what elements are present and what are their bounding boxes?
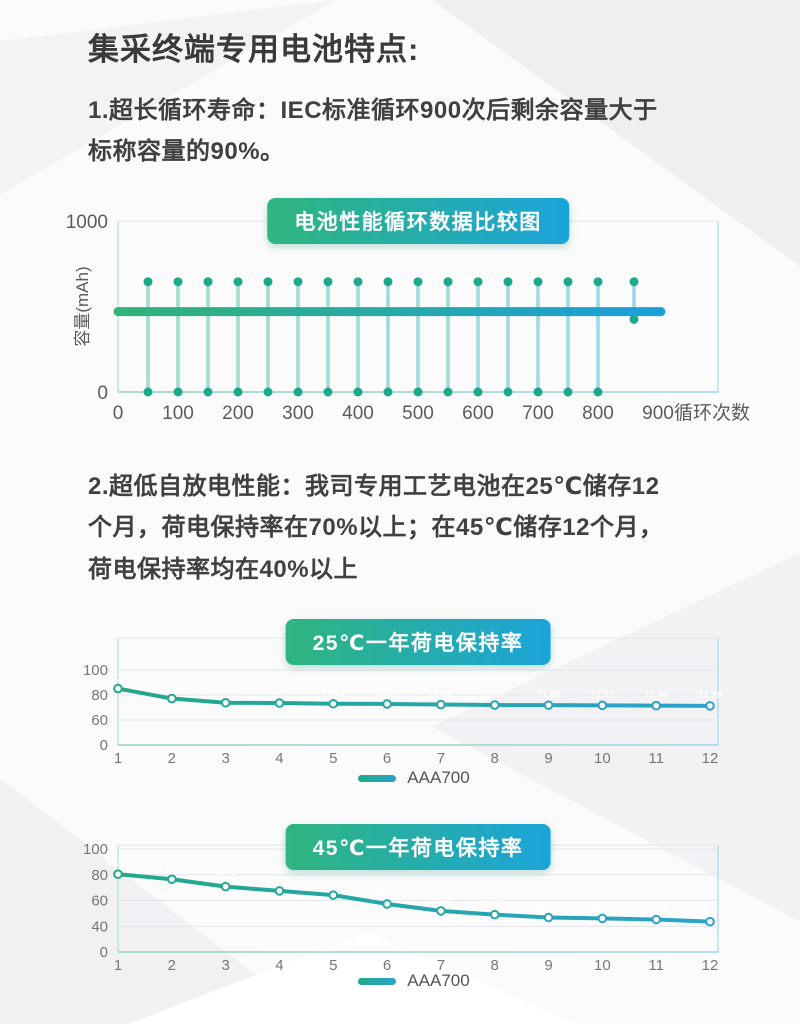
svg-text:900: 900 bbox=[642, 403, 674, 424]
svg-text:3: 3 bbox=[221, 750, 229, 767]
svg-text:80.46: 80.46 bbox=[106, 858, 130, 869]
svg-text:11: 11 bbox=[648, 957, 664, 974]
svg-text:46.78: 46.78 bbox=[537, 902, 561, 913]
svg-text:500: 500 bbox=[402, 403, 434, 424]
svg-text:5: 5 bbox=[329, 957, 337, 974]
svg-text:0: 0 bbox=[100, 944, 108, 961]
svg-text:80: 80 bbox=[91, 687, 108, 704]
cycle-chart-title-badge: 电池性能循环数据比较图 bbox=[267, 198, 569, 244]
svg-text:64.17: 64.17 bbox=[321, 879, 345, 890]
feature-1-text: 1.超长循环寿命：IEC标准循环900次后剩余容量大于 标称容量的90%。 bbox=[88, 97, 658, 166]
svg-text:77.16: 77.16 bbox=[160, 683, 184, 694]
svg-text:9: 9 bbox=[544, 750, 552, 767]
svg-text:3: 3 bbox=[221, 957, 229, 974]
svg-text:6: 6 bbox=[383, 957, 391, 974]
svg-text:51.92: 51.92 bbox=[429, 895, 453, 906]
retention-25c-title-badge: 25℃一年荷电保持率 bbox=[285, 619, 551, 665]
svg-text:8: 8 bbox=[491, 957, 499, 974]
svg-text:71.88: 71.88 bbox=[537, 689, 561, 700]
svg-text:12: 12 bbox=[702, 957, 719, 974]
retention-45c-title-badge: 45℃一年荷电保持率 bbox=[285, 824, 551, 870]
svg-text:10: 10 bbox=[594, 957, 611, 974]
svg-text:40: 40 bbox=[91, 918, 108, 935]
svg-text:71.96: 71.96 bbox=[483, 689, 507, 700]
svg-text:46.12: 46.12 bbox=[590, 902, 614, 913]
svg-text:57.31: 57.31 bbox=[375, 888, 399, 899]
legend-label: AAA700 bbox=[407, 971, 470, 990]
svg-text:67.46: 67.46 bbox=[268, 875, 292, 886]
svg-text:0: 0 bbox=[100, 737, 108, 754]
svg-text:100: 100 bbox=[162, 403, 194, 424]
svg-text:49.02: 49.02 bbox=[483, 899, 507, 910]
svg-text:73.01: 73.01 bbox=[321, 688, 345, 699]
svg-text:200: 200 bbox=[222, 403, 254, 424]
svg-text:7: 7 bbox=[437, 957, 445, 974]
svg-text:45.23: 45.23 bbox=[644, 904, 668, 915]
svg-text:72.36: 72.36 bbox=[429, 689, 453, 700]
svg-text:1: 1 bbox=[114, 957, 122, 974]
svg-text:4: 4 bbox=[275, 957, 283, 974]
svg-text:400: 400 bbox=[342, 403, 374, 424]
svg-text:11: 11 bbox=[648, 750, 664, 767]
svg-text:800: 800 bbox=[582, 403, 614, 424]
svg-text:60: 60 bbox=[91, 893, 108, 910]
svg-text:73.77: 73.77 bbox=[214, 687, 238, 698]
retention-45c-legend: AAA700 bbox=[118, 971, 710, 991]
svg-text:80: 80 bbox=[91, 867, 108, 884]
retention-25c-chart: 100 80 60 0 1 2 3 4 5 6 7 8 9 10 11 12 85.14 77.16 73.77 73… bbox=[0, 615, 800, 785]
svg-text:5: 5 bbox=[329, 750, 337, 767]
retention-25c-legend: AAA700 bbox=[118, 768, 710, 788]
svg-text:0: 0 bbox=[97, 383, 108, 404]
svg-text:600: 600 bbox=[462, 403, 494, 424]
svg-text:10: 10 bbox=[594, 750, 611, 767]
svg-text:70.76: 70.76 bbox=[214, 871, 238, 882]
svg-text:76.51: 76.51 bbox=[160, 863, 184, 874]
svg-text:2: 2 bbox=[168, 957, 176, 974]
svg-text:12: 12 bbox=[702, 750, 719, 767]
svg-text:6: 6 bbox=[383, 750, 391, 767]
retention-45c-chart: 100 80 60 40 0 1 2 3 4 5 6 7 8 9 10 11 12 80.46 76.51 70.76… bbox=[0, 820, 800, 985]
svg-text:循环次数: 循环次数 bbox=[674, 402, 750, 424]
svg-text:9: 9 bbox=[544, 957, 552, 974]
svg-text:0: 0 bbox=[113, 403, 124, 424]
svg-text:100: 100 bbox=[83, 841, 108, 858]
svg-text:7: 7 bbox=[437, 750, 445, 767]
svg-text:2: 2 bbox=[168, 750, 176, 767]
svg-text:1000: 1000 bbox=[66, 212, 108, 233]
svg-text:43.57: 43.57 bbox=[698, 906, 722, 917]
svg-text:4: 4 bbox=[275, 750, 283, 767]
page-title: 集采终端专用电池特点: bbox=[88, 32, 420, 67]
svg-text:1: 1 bbox=[114, 750, 122, 767]
svg-text:85.14: 85.14 bbox=[106, 673, 130, 684]
cycle-comparison-chart: 1000 0 容量(mAh) 0 100 200 300 400 500 600 700 800 900… bbox=[0, 195, 800, 435]
svg-text:71.72: 71.72 bbox=[590, 689, 614, 700]
svg-text:300: 300 bbox=[282, 403, 314, 424]
legend-swatch bbox=[358, 774, 397, 782]
svg-text:71.46: 71.46 bbox=[644, 690, 668, 701]
svg-text:100: 100 bbox=[83, 662, 108, 679]
svg-text:72.84: 72.84 bbox=[375, 688, 399, 699]
feature-2-text: 2.超低自放电性能：我司专用工艺电池在25℃储存12 个月，荷电保持率在70%以… bbox=[88, 473, 664, 583]
svg-text:8: 8 bbox=[491, 750, 499, 767]
svg-text:71.29: 71.29 bbox=[698, 690, 722, 701]
legend-swatch bbox=[358, 977, 397, 985]
svg-text:73.56: 73.56 bbox=[268, 687, 292, 698]
svg-text:700: 700 bbox=[522, 403, 554, 424]
svg-text:容量(mAh): 容量(mAh) bbox=[73, 266, 92, 346]
svg-text:60: 60 bbox=[91, 712, 108, 729]
legend-label: AAA700 bbox=[407, 768, 470, 787]
